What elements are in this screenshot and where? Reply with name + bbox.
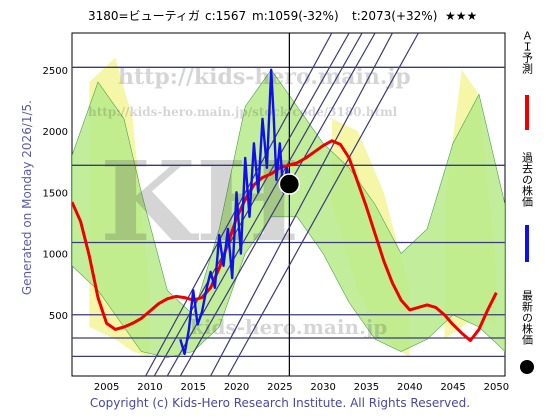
- x-tick-label: 2030: [310, 382, 335, 393]
- target-price: t:2073(+32%): [352, 9, 437, 23]
- x-tick-label: 2035: [354, 382, 379, 393]
- legend-past-label: 過去の株価: [521, 152, 534, 207]
- y-tick-label: 2000: [43, 127, 68, 138]
- watermark-url-mid: kids-hero.main.jp: [190, 315, 387, 339]
- min-price: m:1059(-32%): [252, 9, 339, 23]
- legend-latest-label: 最新の株価: [521, 290, 534, 345]
- x-tick-label: 2045: [440, 382, 465, 393]
- green-band-0: [72, 69, 505, 358]
- x-tick-label: 2015: [181, 382, 206, 393]
- x-tick-label: 2010: [137, 382, 162, 393]
- series-past-price: [179, 68, 291, 356]
- x-tick-label: 2040: [397, 382, 422, 393]
- diagonal-line-3: [179, 33, 376, 376]
- series-forecast: [72, 139, 498, 342]
- watermark-url-code: http://kids-hero.main.jp/stock/code/3180…: [88, 105, 398, 119]
- watermark-kh: KH: [100, 137, 300, 266]
- y-axis-ticks: 500 1000 1500 2000 2500: [43, 66, 68, 322]
- legend-latest-swatch: [520, 360, 534, 374]
- diagonal-line-0: [145, 33, 333, 376]
- watermark-url-top: http://kids-hero.main.jp: [118, 64, 411, 90]
- diagonal-line-1: [153, 33, 350, 376]
- legend-forecast-label: ＡＩ予測: [521, 30, 534, 75]
- y-tick-label: 1500: [43, 188, 68, 199]
- copyright: Copyright (c) Kids-Hero Research Institu…: [89, 396, 471, 410]
- latest-markers: [278, 173, 301, 195]
- current-price: c:1567: [205, 9, 246, 23]
- x-axis-ticks: 2005 2010 2015 2020 2025 2030 2035 2040 2045 2050: [94, 382, 509, 393]
- x-tick-label: 2020: [224, 382, 249, 393]
- x-tick-label: 2025: [267, 382, 292, 393]
- diagonal-line-5: [227, 33, 419, 376]
- rating-stars: ★★★: [445, 9, 477, 23]
- y-tick-label: 1000: [43, 250, 68, 261]
- series-lines: [72, 68, 498, 356]
- green-bands: [72, 69, 505, 358]
- x-tick-label: 2050: [484, 382, 509, 393]
- x-tick-label: 2005: [94, 382, 119, 393]
- y-tick-label: 2500: [43, 66, 68, 77]
- ticker-name: 3180=ビューティガ: [88, 9, 200, 23]
- diagonal-line-4: [210, 33, 393, 376]
- y-tick-label: 500: [49, 311, 68, 322]
- latest-price-marker: [278, 173, 301, 195]
- generated-date: Generated on Monday 2026/1/5.: [20, 100, 34, 296]
